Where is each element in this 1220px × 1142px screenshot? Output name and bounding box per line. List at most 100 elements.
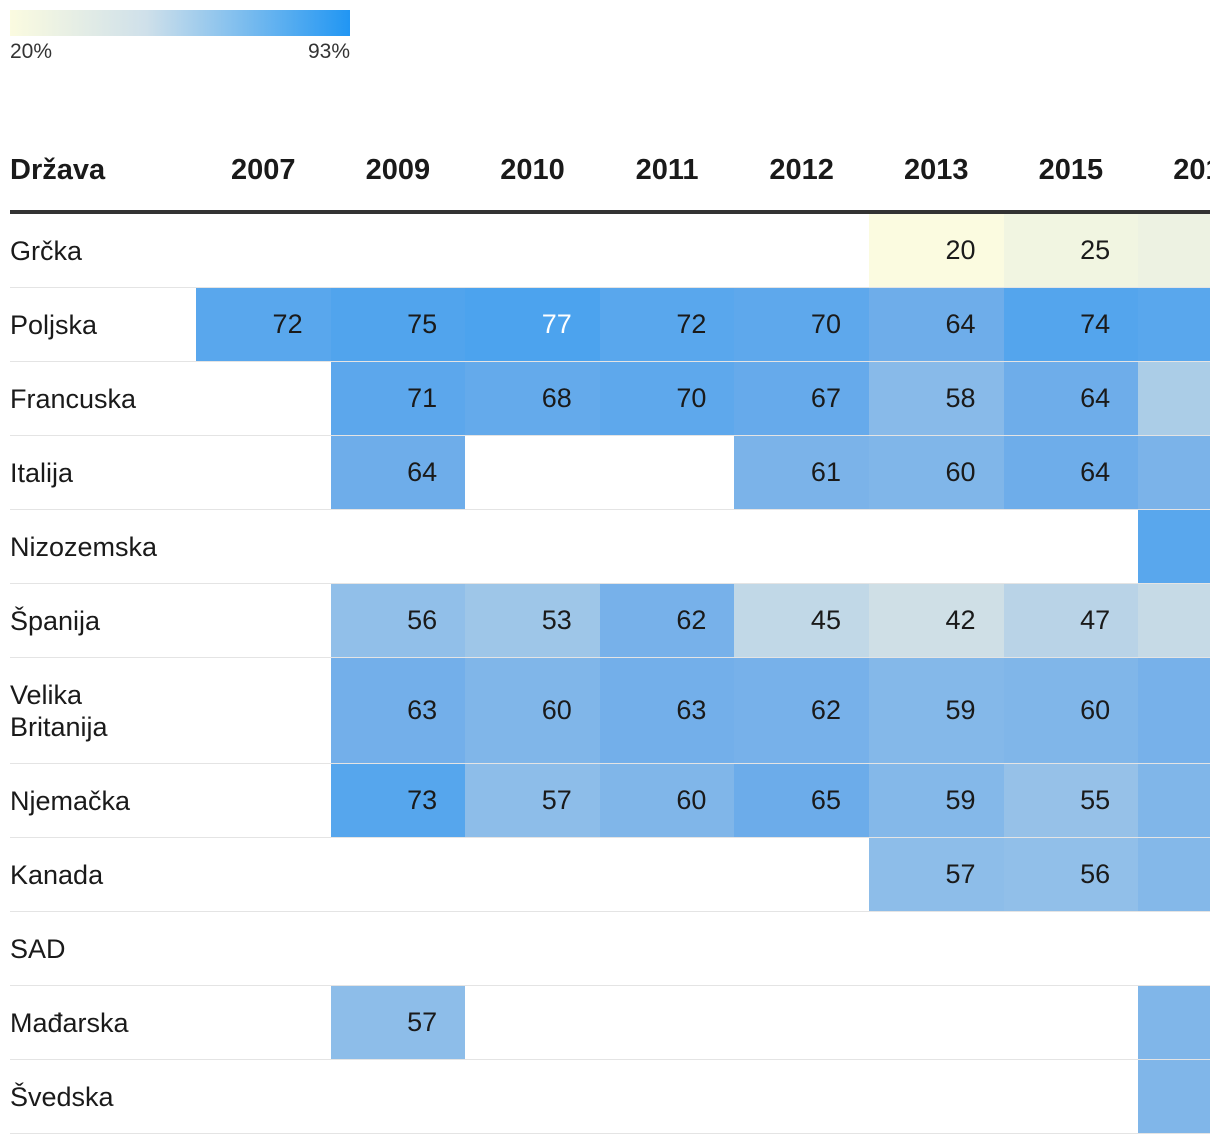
heatmap-cell: 73 [330,763,466,838]
heatmap-cell [196,212,331,288]
heatmap-cell [599,212,735,288]
heatmap-cell [196,657,331,764]
heatmap-cell: 53 [465,583,600,658]
heatmap-cell [599,1059,735,1134]
legend-max-label: 93% [307,40,350,63]
heatmap-cell [465,435,600,510]
heatmap-cell: 60 [1138,985,1210,1060]
heatmap-cell [330,509,466,584]
heatmap-cell: 47 [1003,583,1139,658]
column-header-year: 2010 [465,130,600,214]
heatmap-cell [734,911,869,986]
table-row: Italija6461606461 [10,435,1210,510]
heatmap-cell: 56 [330,583,466,658]
heatmap-cell: 60 [1003,657,1139,764]
heatmap-cell [465,1059,600,1134]
heatmap-cell: 57 [868,837,1004,912]
table-row: Mađarska 57 60 [10,985,1210,1060]
heatmap-cell [196,361,331,436]
table-row: SAD [10,911,1210,986]
heatmap-cell: 60 [599,763,735,838]
heatmap-cell [196,911,331,986]
heatmap-cell: 55 [1003,763,1139,838]
heatmap-cell [465,509,600,584]
heatmap-cell: 72 [196,287,331,362]
heatmap-cell: 72 [1138,509,1210,584]
heatmap-cell [1003,1059,1139,1134]
heatmap-cell: 72 [1138,287,1210,362]
heatmap-cell: 63 [330,657,466,764]
heatmap-cell [868,985,1004,1060]
heatmap-cell: 72 [599,287,735,362]
heatmap-cell: 62 [599,583,735,658]
heatmap-cell [1003,509,1139,584]
heatmap-cell: 65 [734,763,869,838]
country-label: Grčka [10,212,196,288]
heatmap-cell [599,911,735,986]
heatmap-cell: 70 [734,287,869,362]
column-header-year: 2013 [868,130,1004,214]
column-header-year: 2011 [599,130,735,214]
country-label: Španija [10,583,196,658]
column-header-country: Država [10,130,196,214]
heatmap-cell [330,911,466,986]
heatmap-cell [465,212,600,288]
heatmap-cell: 50 [1138,361,1210,436]
heatmap-cell [868,509,1004,584]
table-row: VelikaBritanija63606362596062 [10,657,1210,764]
heatmap-cell: 45 [734,583,869,658]
heatmap-cell: 57 [330,985,466,1060]
heatmap-cell: 59 [1138,837,1210,912]
country-label: Mađarska [10,985,196,1060]
country-label: SAD [10,911,196,986]
heatmap-cell: 60 [868,435,1004,510]
heatmap-cell [196,435,331,510]
heatmap-cell: 61 [1138,435,1210,510]
heatmap-cell [1003,985,1139,1060]
table-row: Španija 56536245424744 [10,583,1210,658]
heatmap-cell: 58 [868,361,1004,436]
heatmap-cell: 56 [1003,837,1139,912]
heatmap-cell: 75 [330,287,466,362]
heatmap-cell: 60 [1138,1059,1210,1134]
heatmap-cell [734,212,869,288]
heatmap-cell: 70 [599,361,735,436]
heatmap-cell: 61 [734,435,869,510]
heatmap-cell [734,837,869,912]
heatmap-cell [868,911,1004,986]
heatmap-cell [734,1059,869,1134]
table-row: Kanada 575659 [10,837,1210,912]
country-label: Italija [10,435,196,510]
heatmap-cell: 27 [1138,212,1210,288]
heatmap-cell: 64 [1003,435,1139,510]
heatmap-cell: 44 [1138,583,1210,658]
column-header-year: 2017 [1138,130,1210,214]
heatmap-cell [599,435,735,510]
heatmap-cell [599,509,735,584]
heatmap-cell [734,985,869,1060]
heatmap-cell [196,763,331,838]
legend-min-label: 20% [10,40,53,63]
column-header-year: 2012 [734,130,869,214]
heatmap-cell: 20 [868,212,1004,288]
heatmap-cell: 77 [465,287,600,362]
heatmap-cell: 60 [1138,763,1210,838]
header-row: Država20072009201020112012201320152017 [10,130,1210,214]
heatmap-cell [330,212,466,288]
column-header-year: 2009 [330,130,466,214]
heatmap-cell [196,985,331,1060]
heatmap-cell: 71 [330,361,466,436]
heatmap-cell: 64 [868,287,1004,362]
heatmap-cell [465,911,600,986]
table-row: Švedska 60 [10,1059,1210,1134]
column-header-year: 2015 [1003,130,1139,214]
table-row: Francuska 71687067586450 [10,361,1210,436]
heatmap-cell: 25 [1003,212,1139,288]
table-row: Poljska7275777270647472 [10,287,1210,362]
heatmap-cell [868,1059,1004,1134]
table-row: Grčka 202527 [10,212,1210,288]
heatmap-cell: 60 [465,657,600,764]
heatmap-cell: 59 [868,763,1004,838]
heatmap-cell [1138,911,1210,986]
heatmap-table: Država20072009201020112012201320152017 G… [10,130,1210,1134]
